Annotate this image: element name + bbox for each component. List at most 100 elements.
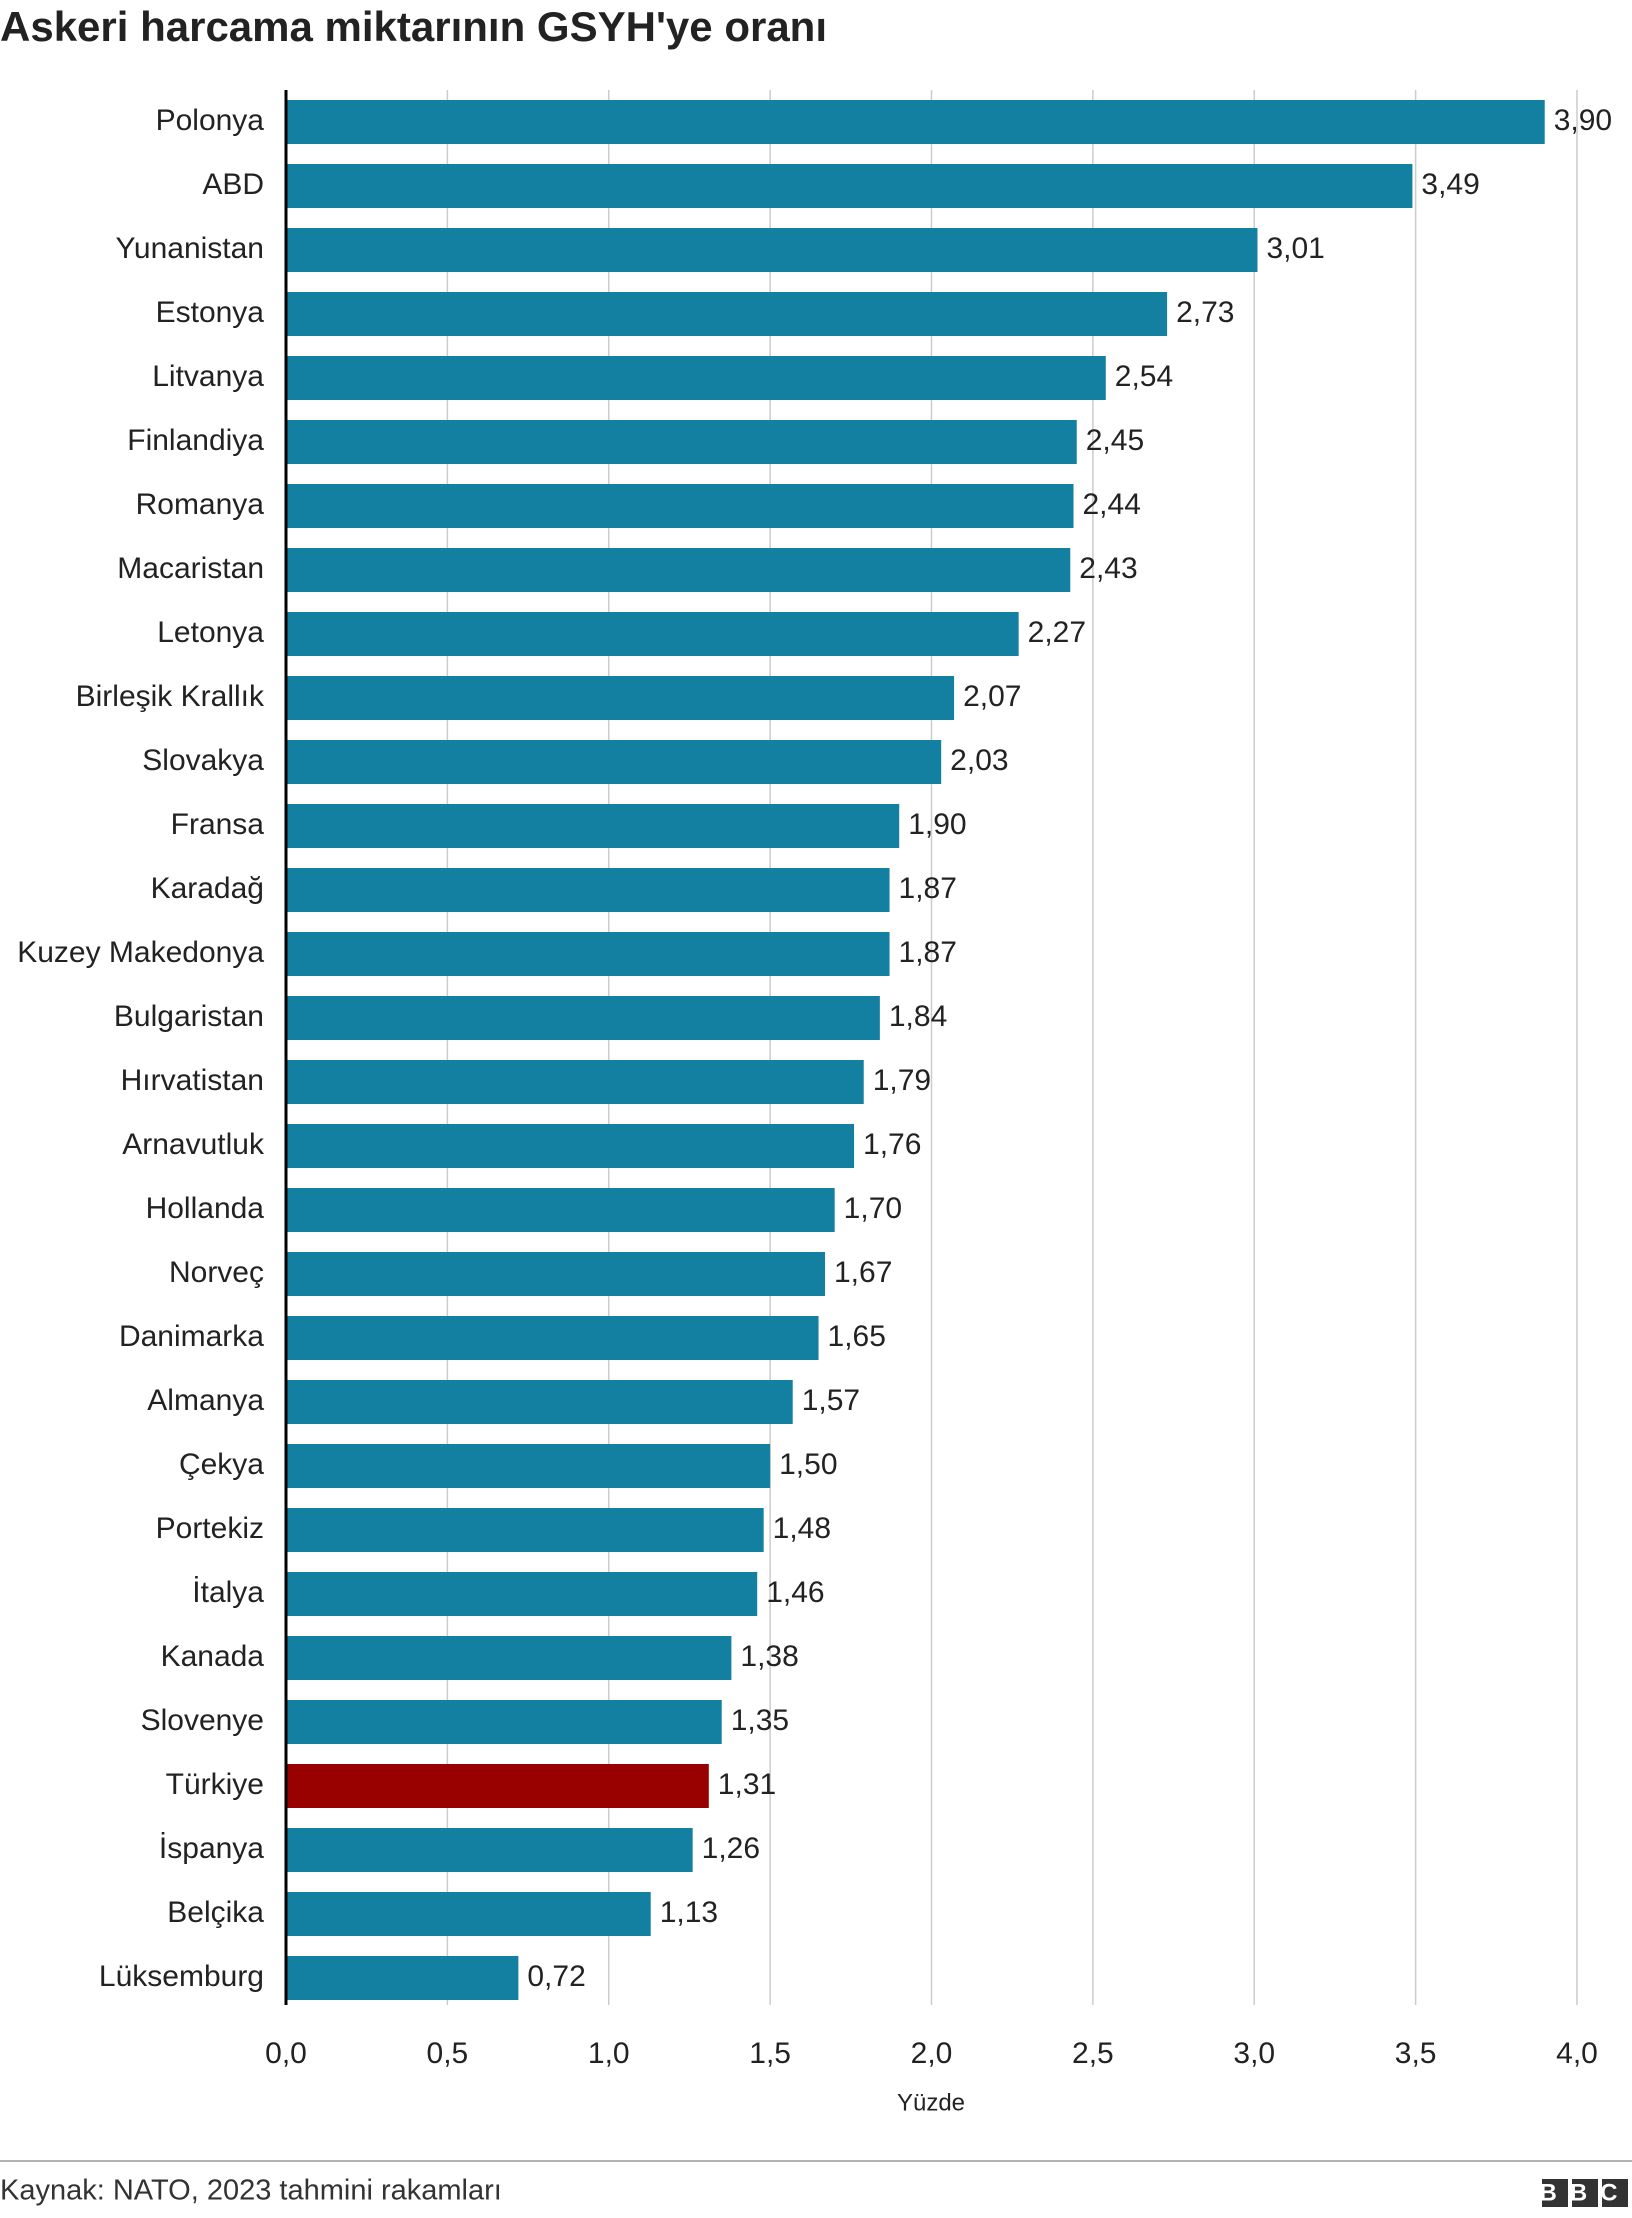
y-tick-label: Polonya: [156, 104, 265, 137]
bar: [286, 292, 1168, 336]
x-axis-label: Yüzde: [897, 2089, 965, 2116]
y-tick-label: Finlandiya: [127, 424, 264, 457]
bar: [286, 1380, 793, 1424]
value-label: 1,26: [702, 1832, 760, 1865]
bar: [286, 100, 1545, 144]
y-tick-label: Hollanda: [146, 1192, 265, 1225]
y-tick-label: Litvanya: [152, 360, 264, 393]
value-label: 1,76: [863, 1128, 921, 1161]
y-tick-label: Portekiz: [156, 1512, 264, 1545]
x-tick-label: 0,5: [427, 2037, 469, 2070]
value-label: 1,65: [828, 1320, 886, 1353]
bar: [286, 740, 942, 784]
bar: [286, 1188, 835, 1232]
y-tick-label: Norveç: [169, 1256, 264, 1289]
value-label: 3,01: [1266, 232, 1324, 265]
value-label: 1,87: [899, 872, 957, 905]
value-label: 2,07: [963, 680, 1021, 713]
bar: [286, 1892, 651, 1936]
bar: [286, 932, 890, 976]
value-label: 2,03: [950, 744, 1008, 777]
logo-boxes: [1542, 2179, 1628, 2207]
bar: [286, 868, 890, 912]
value-label: 2,44: [1083, 488, 1141, 521]
value-label: 1,38: [740, 1640, 798, 1673]
y-tick-label: İspanya: [159, 1832, 264, 1865]
bar: [286, 612, 1019, 656]
value-label: 1,84: [889, 1000, 947, 1033]
bar: [286, 356, 1106, 400]
bar: [286, 1956, 519, 2000]
y-tick-label: Romanya: [136, 488, 265, 521]
value-label: 2,54: [1115, 360, 1173, 393]
chart-title: Askeri harcama miktarının GSYH'ye oranı: [0, 3, 827, 50]
y-tick-label: Fransa: [171, 808, 265, 841]
bar: [286, 1764, 709, 1808]
y-tick-label: Kuzey Makedonya: [17, 936, 264, 969]
value-label: 1,31: [718, 1768, 776, 1801]
value-label: 3,90: [1554, 104, 1612, 137]
x-tick-label: 0,0: [265, 2037, 307, 2070]
bar: [286, 484, 1074, 528]
value-label: 1,35: [731, 1704, 789, 1737]
y-tick-label: Yunanistan: [116, 232, 264, 265]
value-label: 1,70: [844, 1192, 902, 1225]
y-tick-label: ABD: [202, 168, 264, 201]
bar: [286, 1252, 825, 1296]
value-label: 1,48: [773, 1512, 831, 1545]
value-label: 3,49: [1421, 168, 1479, 201]
value-label: 1,50: [779, 1448, 837, 1481]
value-label: 1,90: [908, 808, 966, 841]
y-tick-label: Birleşik Krallık: [76, 680, 265, 713]
bar: [286, 804, 900, 848]
y-tick-label: Danimarka: [119, 1320, 264, 1353]
bar: [286, 1572, 758, 1616]
y-tick-label: Bulgaristan: [114, 1000, 264, 1033]
y-tick-label: Slovenye: [141, 1704, 264, 1737]
bar: [286, 1316, 819, 1360]
y-tick-label: Belçika: [167, 1896, 264, 1929]
bar: [286, 1828, 693, 1872]
x-tick-label: 1,0: [588, 2037, 630, 2070]
bar: [286, 1508, 764, 1552]
y-tick-label: Karadağ: [151, 872, 264, 905]
value-label: 1,67: [834, 1256, 892, 1289]
y-tick-label: İtalya: [192, 1576, 264, 1609]
y-tick-label: Kanada: [161, 1640, 265, 1673]
value-label: 1,46: [766, 1576, 824, 1609]
value-label: 2,73: [1176, 296, 1234, 329]
y-tick-label: Slovakya: [142, 744, 264, 777]
x-tick-label: 2,0: [911, 2037, 953, 2070]
y-tick-label: Arnavutluk: [122, 1128, 265, 1161]
y-tick-label: Almanya: [147, 1384, 264, 1417]
bar: [286, 1700, 722, 1744]
bar: [286, 1124, 855, 1168]
bar: [286, 548, 1071, 592]
y-tick-label: Çekya: [179, 1448, 264, 1481]
x-tick-label: 2,5: [1072, 2037, 1114, 2070]
value-label: 1,79: [873, 1064, 931, 1097]
x-tick-label: 3,5: [1395, 2037, 1437, 2070]
bar: [286, 1636, 732, 1680]
value-label: 1,13: [660, 1896, 718, 1929]
y-tick-label: Estonya: [156, 296, 265, 329]
value-label: 2,45: [1086, 424, 1144, 457]
bar: [286, 420, 1077, 464]
y-tick-label: Lüksemburg: [99, 1960, 264, 1993]
x-tick-label: 1,5: [749, 2037, 791, 2070]
bar: [286, 1444, 771, 1488]
y-tick-label: Macaristan: [117, 552, 264, 585]
source: Kaynak: NATO, 2023 tahmini rakamları: [0, 2175, 502, 2207]
bar: [286, 164, 1413, 208]
value-label: 2,27: [1028, 616, 1086, 649]
value-label: 1,57: [802, 1384, 860, 1417]
y-tick-label: Letonya: [157, 616, 264, 649]
bar: [286, 228, 1258, 272]
value-label: 0,72: [527, 1960, 585, 1993]
value-label: 2,43: [1079, 552, 1137, 585]
bar: [286, 996, 880, 1040]
x-tick-label: 3,0: [1233, 2037, 1275, 2070]
y-tick-label: Türkiye: [166, 1768, 264, 1801]
